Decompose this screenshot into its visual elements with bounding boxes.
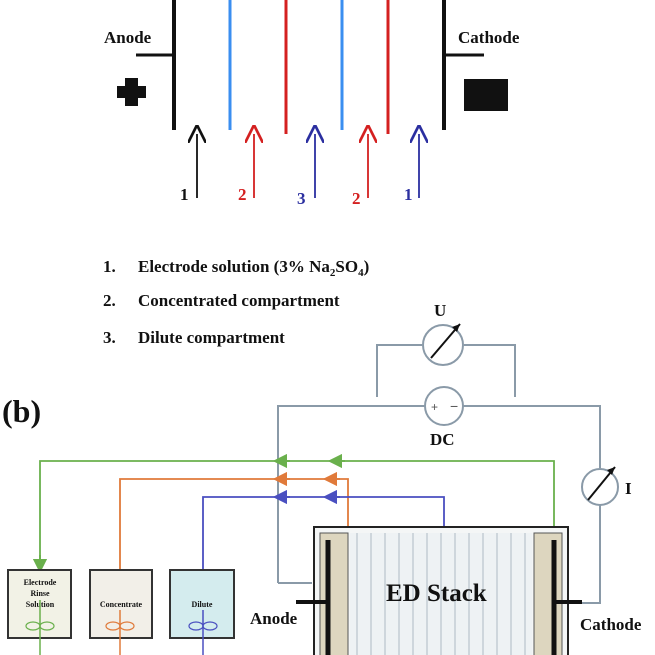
- legend-text: Concentrated compartment: [138, 291, 340, 310]
- cathode-wire: [566, 505, 601, 604]
- anode-label: Anode: [104, 28, 152, 47]
- legend-text: Electrode solution (3% Na2SO4): [138, 257, 369, 279]
- stream-number: 2: [238, 185, 247, 204]
- electrode-rinse-line: [39, 460, 555, 570]
- stream-number: 1: [180, 185, 189, 204]
- voltmeter: [422, 323, 464, 366]
- svg-text:Rinse: Rinse: [30, 589, 50, 598]
- stream-number: 3: [297, 189, 306, 208]
- stack-label: ED Stack: [386, 580, 487, 607]
- stream-number: 2: [352, 189, 361, 208]
- svg-text:+: +: [431, 400, 438, 414]
- ammeter-label: I: [625, 479, 632, 498]
- svg-text:Electrode: Electrode: [24, 578, 57, 587]
- ammeter: [581, 466, 619, 506]
- dc-source: + −: [424, 386, 464, 426]
- svg-text:Dilute: Dilute: [192, 600, 213, 609]
- stirrer-icon: [188, 621, 218, 631]
- minus-icon: [464, 79, 508, 111]
- tank-electrode-rinse: Electrode Rinse Solution: [7, 569, 72, 655]
- svg-text:Concentrate: Concentrate: [100, 600, 143, 609]
- dc-label: DC: [430, 430, 455, 449]
- cathode-label-b: Cathode: [580, 615, 642, 634]
- legend-number: 2.: [103, 291, 116, 310]
- legend-text: Dilute compartment: [138, 328, 285, 347]
- top-membrane-diagram: Anode Cathode 1 2 3 2 1 1. Electrod: [103, 0, 520, 347]
- cathode-label: Cathode: [458, 28, 520, 47]
- dc-wire: [277, 405, 425, 583]
- voltmeter-wire: [376, 344, 422, 397]
- plus-icon: [117, 78, 146, 106]
- stirrer-icon: [25, 621, 55, 631]
- anode-label-b: Anode: [250, 609, 298, 628]
- voltmeter-wire: [464, 344, 516, 397]
- ed-stack: [296, 526, 582, 655]
- legend-number: 3.: [103, 328, 116, 347]
- tank-dilute: Dilute: [169, 569, 235, 655]
- voltmeter-label: U: [434, 301, 446, 320]
- bottom-ed-setup: (b) U + − DC I: [2, 301, 642, 655]
- panel-label: (b): [2, 393, 41, 429]
- legend-number: 1.: [103, 257, 116, 276]
- stream-number: 1: [404, 185, 413, 204]
- concentrate-line: [119, 478, 349, 570]
- stirrer-icon: [105, 621, 135, 631]
- tank-concentrate: Concentrate: [89, 569, 153, 655]
- legend: 1. Electrode solution (3% Na2SO4) 2. Con…: [103, 257, 369, 347]
- dc-wire: [463, 405, 601, 468]
- svg-text:−: −: [450, 398, 458, 414]
